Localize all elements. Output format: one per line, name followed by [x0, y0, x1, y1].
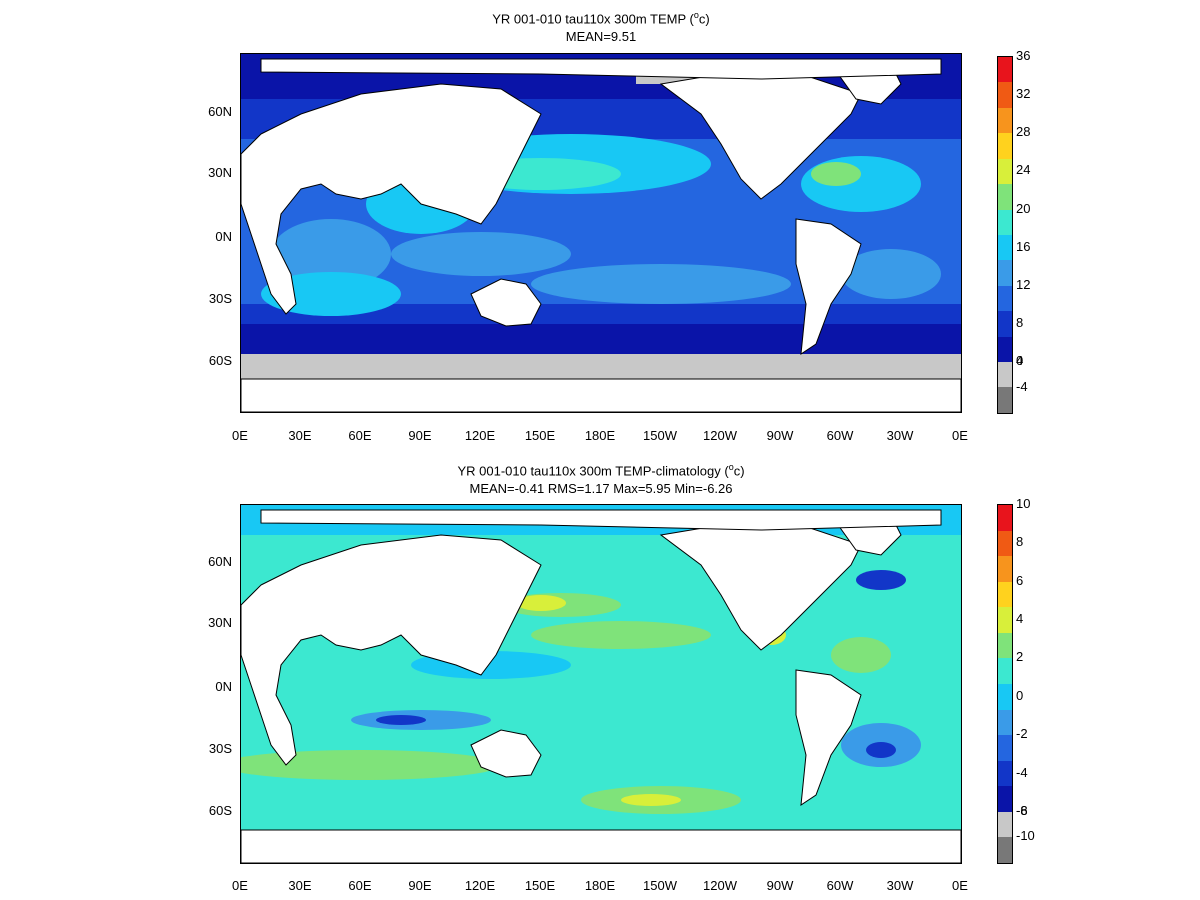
colorbar-swatch — [998, 184, 1012, 210]
colorbar-swatch — [998, 505, 1012, 531]
colorbar-label: 32 — [1016, 86, 1031, 102]
panel1-lat-label-60n: 60N — [208, 104, 232, 119]
colorbar-label: -10 — [1016, 828, 1035, 844]
colorbar-swatch — [998, 581, 1012, 608]
colorbar-swatch — [998, 632, 1012, 659]
panel1-title: YR 001-010 tau110x 300m TEMP (oc) — [492, 10, 710, 27]
colorbar-label: 2 — [1016, 649, 1024, 665]
colorbar-swatch — [998, 336, 1012, 363]
lon-label: 120E — [464, 428, 496, 443]
colorbar-swatch — [998, 556, 1012, 582]
colorbar-swatch — [998, 158, 1012, 185]
lon-label: 150W — [643, 428, 677, 443]
colorbar-label: -4 — [1016, 764, 1028, 780]
panel1-lat-label-60s: 60S — [208, 353, 232, 368]
colorbar-label: 4 — [1016, 611, 1024, 627]
colorbar-swatch — [998, 285, 1012, 312]
colorbar-swatch — [998, 760, 1012, 787]
lon-label: 90E — [408, 428, 432, 443]
panel2-map — [240, 504, 962, 864]
lon-label: 120W — [703, 428, 737, 443]
colorbar-swatch — [998, 530, 1012, 557]
panel2-title: YR 001-010 tau110x 300m TEMP-climatology… — [457, 462, 745, 479]
colorbar-swatch — [998, 82, 1012, 108]
panel2-stats: MEAN=-0.41 RMS=1.17 Max=5.95 Min=-6.26 — [469, 481, 733, 496]
colorbar-label: 4 — [1016, 353, 1024, 369]
colorbar-swatch — [998, 107, 1012, 134]
colorbar-label: 20 — [1016, 200, 1031, 216]
panel1-stats: MEAN=9.51 — [565, 29, 637, 44]
colorbar-swatch — [998, 786, 1012, 812]
lon-label: 60E — [348, 428, 372, 443]
colorbar-label: -2 — [1016, 726, 1028, 742]
lon-label: 90E — [408, 878, 432, 893]
lon-label: 150E — [524, 428, 556, 443]
lon-label: 30W — [886, 878, 914, 893]
panel2-colorbar — [997, 504, 1013, 864]
colorbar-label: 28 — [1016, 124, 1031, 140]
panel1-map — [240, 53, 962, 413]
lon-label: 30E — [288, 428, 312, 443]
lon-label: 0E — [232, 428, 248, 443]
colorbar-swatch — [998, 133, 1012, 159]
colorbar-label: 6 — [1016, 572, 1024, 588]
lon-label: 120W — [703, 878, 737, 893]
panel2-lat-label-0n: 0N — [215, 679, 232, 694]
colorbar-swatch — [998, 387, 1012, 413]
lon-label: 30W — [886, 428, 914, 443]
panel1-lat-label-30n: 30N — [208, 165, 232, 180]
colorbar-swatch — [998, 709, 1012, 736]
lon-label: 0E — [952, 428, 968, 443]
lon-label: 0E — [232, 878, 248, 893]
colorbar-label: 8 — [1016, 315, 1024, 330]
panel2-lat-label-30n: 30N — [208, 615, 232, 630]
lon-label: 150E — [524, 878, 556, 893]
colorbar-swatch — [998, 683, 1012, 710]
colorbar-label: 24 — [1016, 162, 1031, 178]
lon-label: 0E — [952, 878, 968, 893]
lon-label: 30E — [288, 878, 312, 893]
colorbar-swatch — [998, 362, 1012, 388]
lon-label: 120E — [464, 878, 496, 893]
colorbar-swatch — [998, 811, 1012, 838]
colorbar-label: 0 — [1016, 687, 1024, 703]
colorbar-swatch — [998, 311, 1012, 337]
lon-label: 90W — [766, 878, 794, 893]
colorbar-swatch — [998, 57, 1012, 83]
panel2-lat-label-30s: 30S — [208, 741, 232, 756]
lon-label: 60W — [826, 878, 854, 893]
colorbar-label: 10 — [1016, 496, 1031, 511]
lon-label: 60E — [348, 878, 372, 893]
colorbar-label: 12 — [1016, 276, 1031, 292]
panel2-lat-label-60s: 60S — [208, 803, 232, 818]
colorbar-swatch — [998, 607, 1012, 633]
colorbar-swatch — [998, 658, 1012, 684]
colorbar-label: -8 — [1016, 802, 1028, 818]
colorbar-swatch — [998, 837, 1012, 863]
colorbar-label: 0 — [1016, 353, 1024, 369]
colorbar-label: 8 — [1016, 534, 1024, 550]
colorbar-label: -6 — [1016, 802, 1028, 818]
colorbar-swatch — [998, 735, 1012, 761]
colorbar-label: 36 — [1016, 48, 1031, 63]
colorbar-label: -4 — [1016, 378, 1028, 394]
lon-label: 60W — [826, 428, 854, 443]
lon-label: 180E — [584, 878, 616, 893]
colorbar-label: 16 — [1016, 238, 1031, 254]
panel1-lat-label-30s: 30S — [208, 291, 232, 306]
colorbar-swatch — [998, 234, 1012, 261]
colorbar-swatch — [998, 209, 1012, 235]
panel1-colorbar — [997, 56, 1013, 414]
panel1-map-svg — [241, 54, 961, 412]
panel2-map-svg — [241, 505, 961, 863]
lon-label: 150W — [643, 878, 677, 893]
panel1-lat-label-0n: 0N — [215, 229, 232, 244]
panel2-lat-label-60n: 60N — [208, 554, 232, 569]
lon-label: 90W — [766, 428, 794, 443]
colorbar-swatch — [998, 260, 1012, 286]
lon-label: 180E — [584, 428, 616, 443]
